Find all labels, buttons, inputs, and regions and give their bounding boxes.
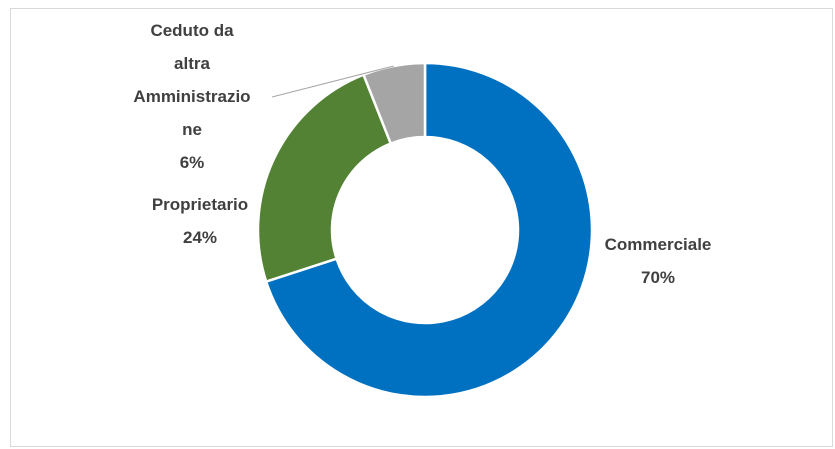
donut-segment [256, 73, 393, 284]
donut-segment [264, 61, 594, 399]
category-label: Ceduto da altra Amministrazione [133, 21, 251, 139]
category-label: Proprietario [151, 195, 249, 214]
data-label: Proprietario 24% [120, 188, 280, 254]
chart-frame [10, 8, 833, 447]
percent-label: 24% [182, 228, 218, 247]
data-label: Commerciale 70% [588, 228, 728, 294]
percent-label: 6% [179, 153, 205, 172]
category-label: Commerciale [604, 235, 712, 254]
leader-line [271, 65, 394, 98]
percent-label: 70% [640, 268, 676, 287]
data-label: Ceduto da altra Amministrazione 6% [132, 14, 252, 179]
